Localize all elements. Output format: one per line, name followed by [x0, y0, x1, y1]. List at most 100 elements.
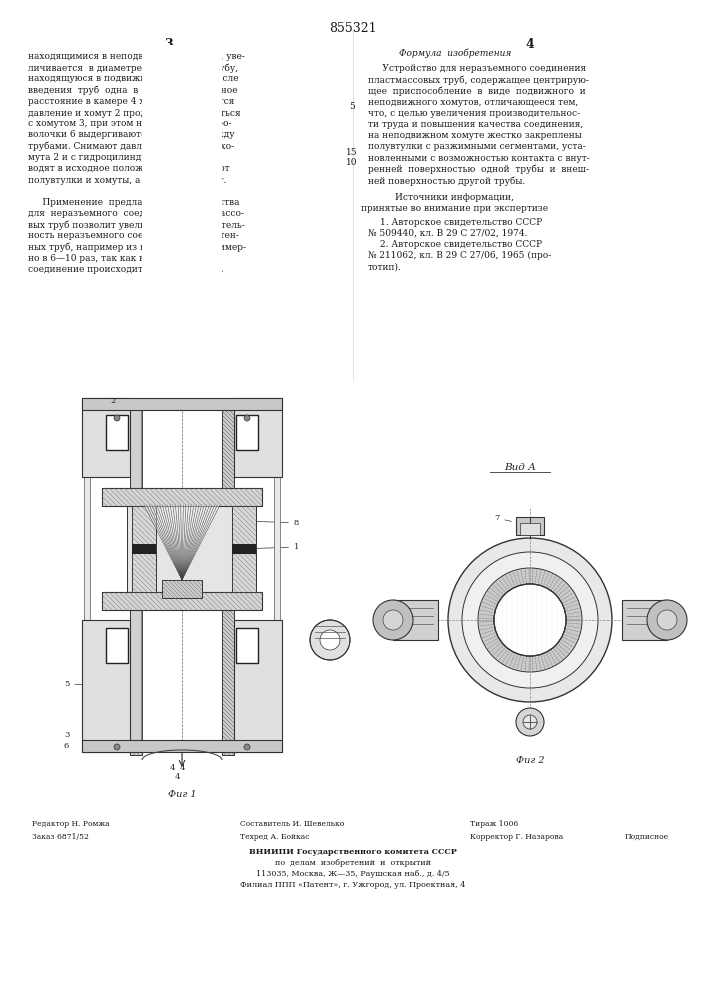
Text: ВНИИПИ Государственного комитета СССР: ВНИИПИ Государственного комитета СССР — [249, 848, 457, 856]
Text: Формула  изобретения: Формула изобретения — [399, 48, 511, 57]
Text: 2. Авторское свидетельство СССР: 2. Авторское свидетельство СССР — [380, 240, 542, 249]
Circle shape — [478, 568, 582, 672]
Text: 4: 4 — [85, 414, 115, 424]
Bar — [274, 477, 280, 620]
Text: на неподвижном хомуте жестко закреплены: на неподвижном хомуте жестко закреплены — [368, 131, 582, 140]
Text: Вид А: Вид А — [504, 463, 536, 472]
Text: 3: 3 — [164, 38, 173, 51]
Text: 2: 2 — [240, 397, 272, 406]
Text: 7: 7 — [494, 514, 511, 522]
Text: 4: 4 — [175, 773, 180, 781]
Text: Источники информации,: Источники информации, — [395, 193, 515, 202]
Bar — [142, 45, 222, 400]
Circle shape — [373, 600, 413, 640]
Text: пластмассовых труб, содержащее центрирую-: пластмассовых труб, содержащее центрирую… — [368, 75, 589, 85]
Circle shape — [383, 610, 403, 630]
Bar — [82, 620, 130, 752]
Circle shape — [114, 744, 120, 750]
Bar — [236, 628, 258, 663]
Circle shape — [494, 584, 566, 656]
Text: соединение происходит за 50 с — 1 мин.: соединение происходит за 50 с — 1 мин. — [28, 265, 223, 274]
Text: с хомутом 3, при этом направляющие про-: с хомутом 3, при этом направляющие про- — [28, 119, 231, 128]
Text: ренней  поверхностью  одной  трубы  и  внеш-: ренней поверхностью одной трубы и внеш- — [368, 165, 589, 174]
Text: введения  труб  одна  в  другую  на  нужное: введения труб одна в другую на нужное — [28, 86, 238, 95]
Bar — [102, 488, 262, 506]
Bar — [222, 400, 234, 755]
Text: расстояние в камере 4 хомута 3 снимается: расстояние в камере 4 хомута 3 снимается — [28, 97, 235, 106]
Bar — [393, 600, 438, 640]
Text: Редактор Н. Ромжа: Редактор Н. Ромжа — [32, 820, 110, 828]
Text: Филиал ППП «Патент», г. Ужгород, ул. Проектная, 4: Филиал ППП «Патент», г. Ужгород, ул. Про… — [240, 881, 466, 889]
Text: вых труб позволит увеличить производитель-: вых труб позволит увеличить производител… — [28, 220, 245, 230]
Bar — [127, 506, 237, 592]
Text: новленными с возможностью контакта с внут-: новленными с возможностью контакта с вну… — [368, 154, 590, 163]
Text: 6: 6 — [64, 742, 69, 750]
Text: давление и хомут 2 продолжает сближаться: давление и хомут 2 продолжает сближаться — [28, 108, 240, 117]
Circle shape — [448, 538, 612, 702]
Bar — [232, 506, 256, 592]
Bar — [102, 592, 262, 610]
Circle shape — [310, 620, 350, 660]
Text: полувтулки с разжимными сегментами, уста-: полувтулки с разжимными сегментами, уста… — [368, 142, 586, 151]
Circle shape — [114, 415, 120, 421]
Text: 5: 5 — [349, 102, 355, 111]
Text: Корректор Г. Назарова: Корректор Г. Назарова — [470, 833, 563, 841]
Text: тотип).: тотип). — [368, 262, 402, 271]
Circle shape — [516, 708, 544, 736]
Text: Тираж 1006: Тираж 1006 — [470, 820, 518, 828]
Circle shape — [494, 584, 566, 656]
Text: 113035, Москва, Ж—35, Раушская наб., д. 4/5: 113035, Москва, Ж—35, Раушская наб., д. … — [256, 870, 450, 878]
Circle shape — [523, 715, 537, 729]
Text: Устройство для неразъемного соединения: Устройство для неразъемного соединения — [368, 64, 586, 73]
Text: 10: 10 — [346, 158, 358, 167]
Text: неподвижного хомутов, отличающееся тем,: неподвижного хомутов, отличающееся тем, — [368, 98, 578, 107]
Text: 8: 8 — [225, 519, 299, 527]
Text: Фиг 1: Фиг 1 — [168, 790, 197, 799]
Text: 5: 5 — [64, 680, 122, 688]
Text: трубами. Снимают давление в камере с хо-: трубами. Снимают давление в камере с хо- — [28, 142, 234, 151]
Bar — [84, 477, 90, 620]
Text: 4: 4 — [170, 764, 175, 772]
Bar — [130, 400, 142, 755]
Bar — [236, 415, 258, 450]
Text: принятые во внимание при экспертизе: принятые во внимание при экспертизе — [361, 204, 549, 213]
Text: 855321: 855321 — [329, 22, 377, 35]
Text: для  неразъемного  соединения  пластмассо-: для неразъемного соединения пластмассо- — [28, 209, 244, 218]
Bar — [232, 544, 256, 554]
Bar — [622, 600, 667, 640]
Bar — [132, 544, 156, 554]
Text: ти труда и повышения качества соединения,: ти труда и повышения качества соединения… — [368, 120, 583, 129]
Text: 1. Авторское свидетельство СССР: 1. Авторское свидетельство СССР — [380, 218, 542, 227]
Bar — [234, 620, 282, 752]
Circle shape — [478, 568, 582, 672]
Circle shape — [462, 552, 598, 688]
Circle shape — [244, 744, 250, 750]
Text: находящимися в неподвижном хомуте 3, уве-: находящимися в неподвижном хомуте 3, уве… — [28, 52, 245, 61]
Bar — [516, 517, 544, 535]
Text: 15: 15 — [346, 148, 358, 157]
Bar — [520, 523, 540, 535]
Text: 2: 2 — [110, 397, 115, 405]
Bar — [106, 628, 128, 663]
Text: щее  приспособление  в  виде  подвижного  и: щее приспособление в виде подвижного и — [368, 86, 586, 96]
Circle shape — [657, 610, 677, 630]
Text: Подписное: Подписное — [625, 833, 669, 841]
Polygon shape — [144, 505, 220, 580]
Bar — [106, 415, 128, 450]
Text: № 211062, кл. В 29 С 27/06, 1965 (про-: № 211062, кл. В 29 С 27/06, 1965 (про- — [368, 251, 551, 260]
Text: водят в исходное положение, раскрывают: водят в исходное положение, раскрывают — [28, 164, 230, 173]
Text: Составитель И. Шевелько: Составитель И. Шевелько — [240, 820, 344, 828]
Text: № 509440, кл. В 29 С 27/02, 1974.: № 509440, кл. В 29 С 27/02, 1974. — [368, 229, 527, 238]
Text: ных труб, например из полиэтилена, пример-: ных труб, например из полиэтилена, приме… — [28, 242, 246, 252]
Text: Фиг 2: Фиг 2 — [515, 756, 544, 765]
Text: находящуюся в подвижном хомуте 2. После: находящуюся в подвижном хомуте 2. После — [28, 74, 238, 83]
Circle shape — [647, 600, 687, 640]
Text: ней поверхностью другой трубы.: ней поверхностью другой трубы. — [368, 176, 525, 186]
Text: полувтулки и хомуты, а трубы вынимают.: полувтулки и хомуты, а трубы вынимают. — [28, 175, 226, 185]
Text: что, с целью увеличения производительнос-: что, с целью увеличения производительнос… — [368, 109, 580, 118]
Bar — [162, 580, 202, 598]
Text: по  делам  изобретений  и  открытий: по делам изобретений и открытий — [275, 859, 431, 867]
Text: Применение  предлагаемого  устройства: Применение предлагаемого устройства — [28, 198, 240, 207]
Bar — [82, 398, 130, 477]
Text: 4: 4 — [525, 38, 534, 51]
